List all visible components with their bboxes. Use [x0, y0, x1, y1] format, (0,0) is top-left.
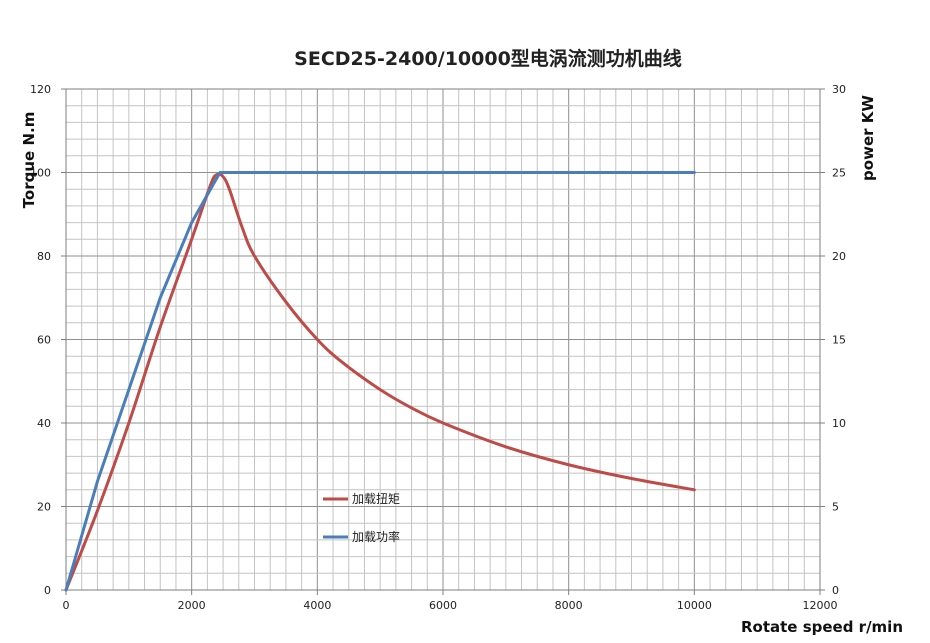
- y-tick-label: 80: [37, 250, 51, 263]
- y-tick-label: 60: [37, 334, 51, 347]
- x-tick-label: 6000: [429, 599, 457, 612]
- y2-tick-label: 25: [832, 167, 846, 180]
- y-tick-label: 120: [30, 83, 51, 96]
- y2-tick-label: 5: [832, 501, 839, 514]
- chart-title: SECD25-2400/10000型电涡流测功机曲线: [294, 47, 682, 70]
- y2-axis-title: power KW: [859, 95, 877, 181]
- y-tick-label: 100: [30, 167, 51, 180]
- y2-tick-label: 0: [832, 584, 839, 597]
- series-line-power: [64, 171, 696, 592]
- axes: 0 2000 4000 6000 8000 10000 120000204060801001…: [30, 83, 846, 612]
- y2-tick-label: 15: [832, 334, 846, 347]
- x-tick-label: 12000: [803, 599, 838, 612]
- y-tick-label: 0: [44, 584, 51, 597]
- series-line-torque: [64, 172, 696, 592]
- x-tick-label: 2000: [178, 599, 206, 612]
- y2-tick-label: 10: [832, 417, 846, 430]
- y2-tick-label: 30: [832, 83, 846, 96]
- x-tick-label: 4000: [303, 599, 331, 612]
- x-axis-title: Rotate speed r/min: [741, 618, 903, 636]
- y-tick-label: 20: [37, 501, 51, 514]
- grid: [65, 88, 821, 591]
- x-tick-label: 0: [63, 599, 70, 612]
- y-tick-label: 40: [37, 417, 51, 430]
- x-tick-label: 8000: [555, 599, 583, 612]
- x-tick-label: 10000: [677, 599, 712, 612]
- y2-tick-label: 20: [832, 250, 846, 263]
- legend-label: 加载功率: [352, 529, 400, 544]
- y-axis-title: Torque N.m: [20, 112, 38, 209]
- series: [64, 171, 696, 592]
- legend-label: 加载扭矩: [352, 492, 400, 506]
